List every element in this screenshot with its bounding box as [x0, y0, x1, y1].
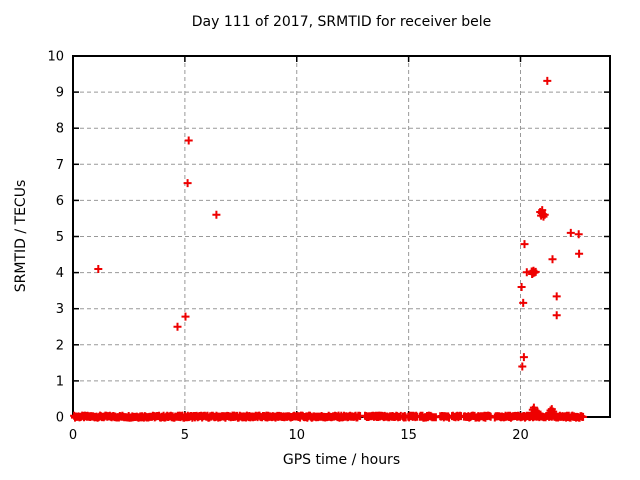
y-tick-label: 10: [47, 50, 64, 65]
data-point: [575, 249, 584, 258]
data-point: [519, 353, 528, 362]
x-tick-label: 5: [181, 428, 189, 443]
grid-lines: [73, 56, 610, 417]
data-point: [518, 362, 527, 371]
y-tick-label: 0: [56, 411, 64, 426]
data-point: [552, 292, 561, 301]
data-point: [574, 230, 583, 239]
baseline-markers: [70, 411, 588, 422]
data-point: [520, 240, 529, 249]
data-point: [212, 210, 221, 219]
data-point: [181, 312, 190, 321]
data-point: [519, 298, 528, 307]
scatter-points: [94, 76, 584, 371]
x-tick-label: 0: [69, 428, 77, 443]
y-tick-label: 1: [56, 374, 64, 389]
x-tick-label: 20: [512, 428, 529, 443]
x-tick-label: 10: [288, 428, 305, 443]
y-tick-label: 2: [56, 338, 64, 353]
x-axis-label: GPS time / hours: [282, 452, 401, 468]
data-point: [183, 179, 192, 188]
y-tick-label: 3: [56, 302, 64, 317]
data-point: [552, 311, 561, 320]
baseline-bump-markers: [527, 403, 559, 418]
data-point: [543, 76, 552, 85]
data-point: [566, 228, 575, 237]
chart-title: Day 111 of 2017, SRMTID for receiver bel…: [191, 14, 492, 30]
y-tick-labels: 0 1 2 3 4 5 6 7 8 9 10: [47, 50, 64, 426]
data-point: [94, 265, 103, 273]
y-tick-label: 6: [56, 194, 64, 209]
data-point: [548, 255, 557, 264]
data-point: [517, 283, 526, 291]
y-tick-label: 4: [56, 266, 64, 281]
y-tick-label: 8: [56, 122, 64, 137]
y-tick-label: 9: [56, 86, 64, 101]
data-point: [531, 267, 540, 276]
y-tick-label: 7: [56, 158, 64, 173]
data-point: [540, 210, 549, 219]
x-tick-labels: 0 5 10 15 20: [69, 428, 529, 443]
data-point: [173, 322, 182, 331]
y-tick-label: 5: [56, 230, 64, 245]
data-point: [184, 136, 193, 145]
x-tick-label: 15: [400, 428, 417, 443]
